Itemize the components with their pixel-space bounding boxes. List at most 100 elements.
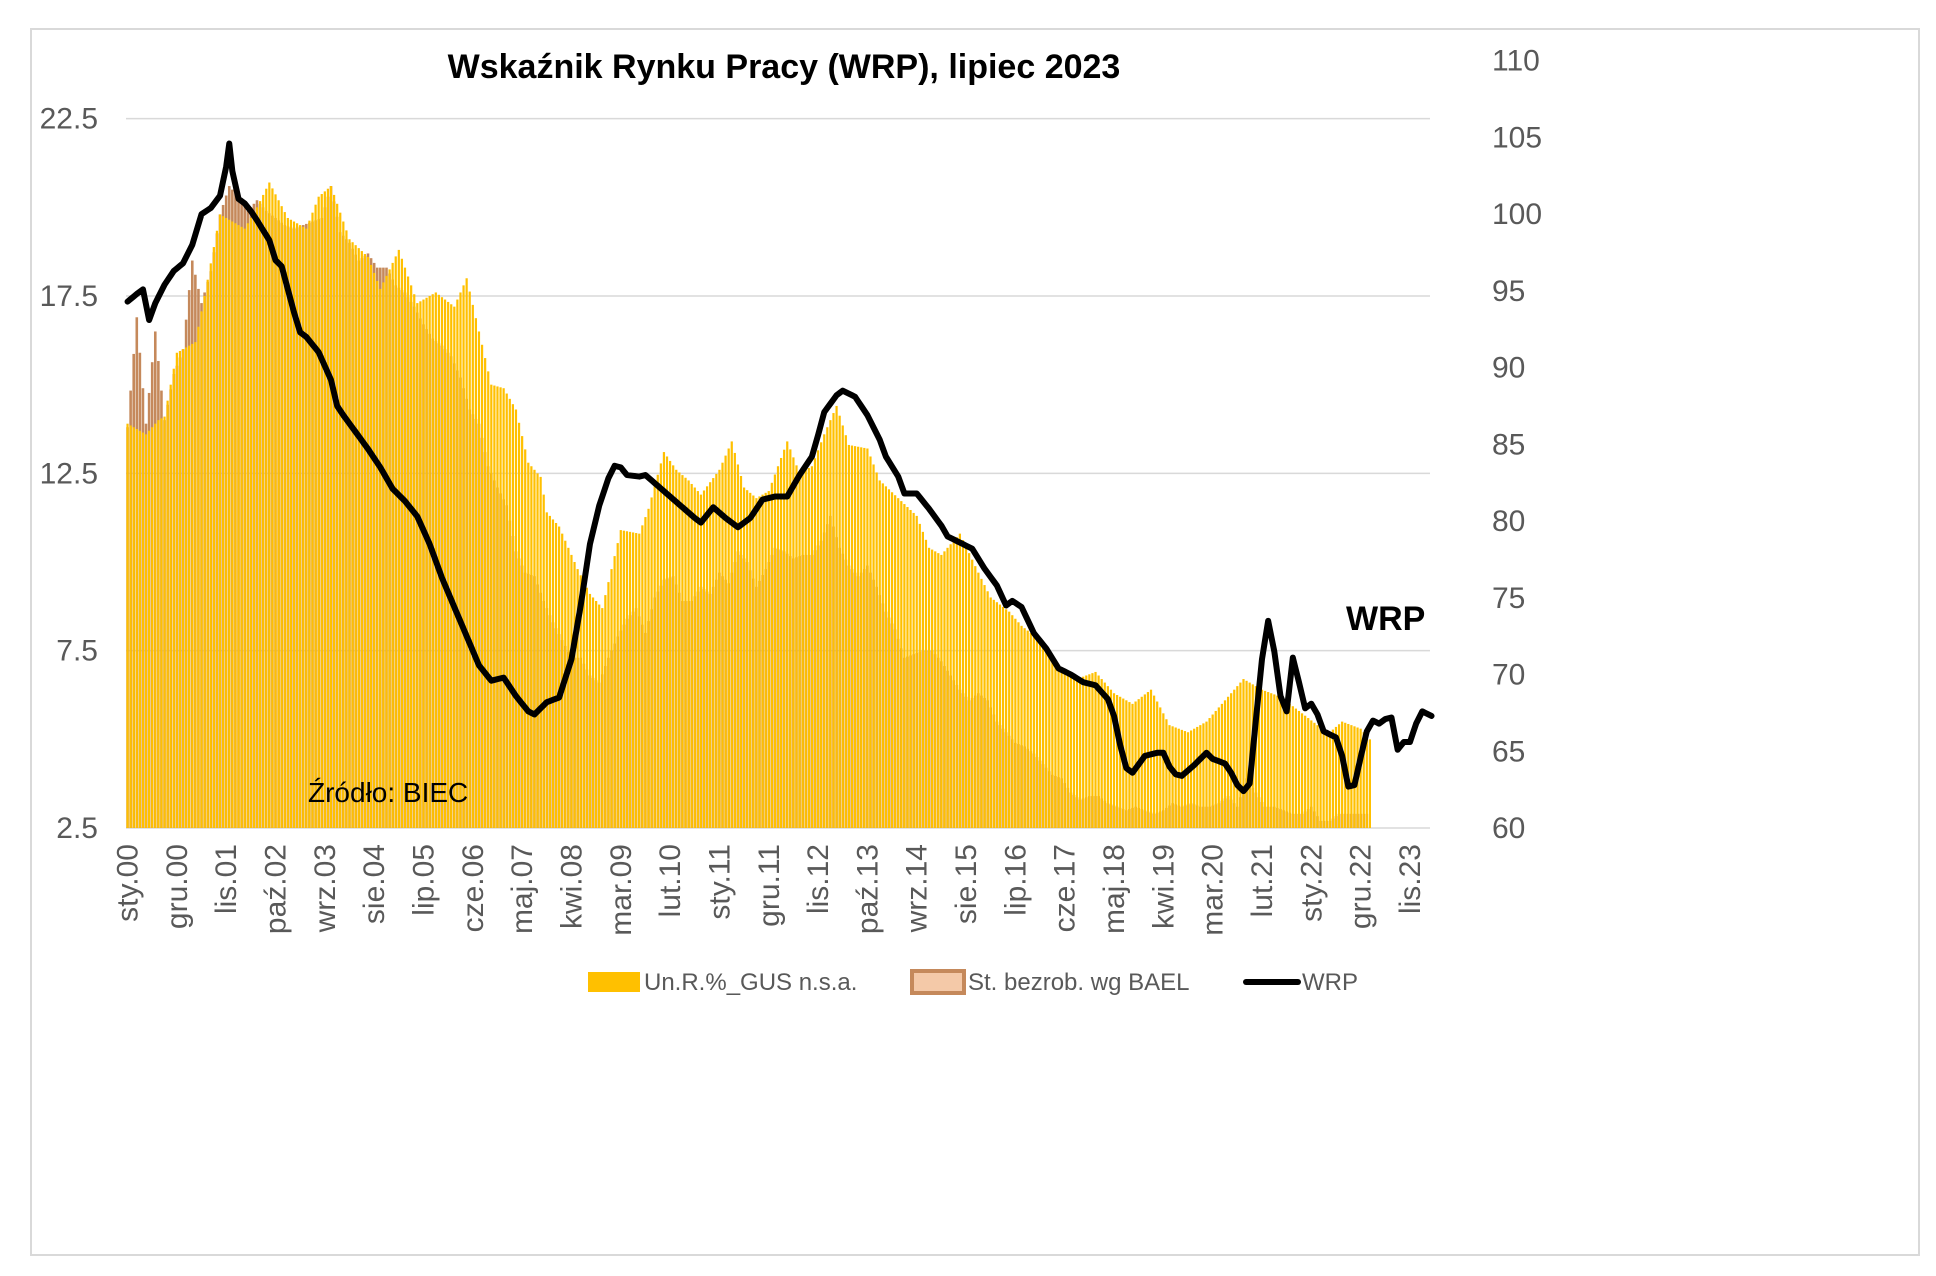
gus-bar (320, 194, 323, 829)
gus-bar (1112, 693, 1116, 828)
gus-bar (964, 546, 968, 828)
gus-bar (237, 225, 240, 829)
gus-bar (900, 501, 903, 828)
gus-bar (425, 297, 428, 829)
gus-bar (487, 371, 490, 828)
gus-bar (271, 188, 274, 828)
gus-bar (175, 352, 178, 828)
gus-bar (1001, 606, 1005, 828)
x-tick-label: lip.16 (999, 844, 1032, 916)
gus-bar (160, 418, 163, 828)
gus-bar (653, 486, 656, 828)
left-tick-label: 17.5 (40, 280, 98, 313)
gus-bar (1131, 703, 1134, 828)
gus-bar (733, 452, 736, 828)
gus-bar (218, 214, 222, 829)
right-tick-label: 85 (1492, 428, 1525, 461)
gus-bar (215, 230, 219, 828)
gus-bar (1069, 674, 1072, 828)
gus-bar (400, 258, 404, 828)
gus-bar (1038, 640, 1042, 828)
gus-bar (514, 409, 518, 828)
gus-bar (1267, 692, 1270, 828)
gus-bar (533, 469, 536, 828)
gus-bar (678, 472, 681, 828)
gus-bar (567, 547, 570, 828)
gus-bar (835, 405, 838, 828)
gus-bar (681, 475, 684, 828)
x-tick-label: mar.20 (1197, 844, 1230, 936)
legend-swatch-gus (588, 972, 640, 992)
gus-bar (638, 533, 641, 828)
gus-bar (1156, 701, 1159, 828)
gus-bar (934, 551, 937, 828)
gus-bar (1254, 686, 1257, 828)
gus-bar (607, 582, 610, 828)
gus-bar (1291, 706, 1294, 828)
x-tick-label: gru.11 (753, 844, 786, 927)
gus-bar (1008, 611, 1011, 828)
x-tick-label: kwi.19 (1147, 844, 1180, 929)
gus-bar (314, 204, 317, 828)
gus-bar (1032, 635, 1035, 828)
gus-bar (832, 413, 835, 828)
gus-bar (1193, 728, 1196, 828)
x-tick-label: kwi.08 (555, 844, 588, 929)
x-tick-label: sty.22 (1295, 844, 1328, 922)
gus-bar (1300, 713, 1304, 828)
gus-bar (505, 393, 508, 828)
gus-bar (1307, 718, 1310, 828)
gus-bar (853, 446, 857, 828)
legend-label-gus: Un.R.%_GUS n.s.a. (644, 969, 857, 996)
gus-bar (1276, 695, 1279, 828)
gus-bar (974, 566, 977, 828)
gus-bar (502, 388, 505, 828)
gus-bar (1334, 726, 1338, 828)
gus-bar (724, 455, 727, 828)
gus-bar (946, 547, 949, 828)
gus-bar (847, 444, 851, 828)
gus-bar (1180, 729, 1183, 828)
gus-bar (709, 482, 712, 828)
gus-bar (203, 296, 206, 828)
gus-bar (554, 522, 558, 828)
gus-bar (126, 423, 129, 828)
gus-bar (493, 385, 496, 828)
gus-bar (468, 291, 471, 829)
gus-bar (792, 457, 795, 828)
right-tick-label: 65 (1492, 735, 1525, 768)
gus-bar (582, 581, 585, 828)
gus-bar (897, 498, 900, 828)
gus-bars (126, 182, 1371, 829)
gus-bar (200, 311, 203, 828)
gus-bar (1220, 703, 1224, 828)
gus-bar (1189, 730, 1193, 828)
gus-bar (317, 196, 320, 828)
gus-bar (1162, 713, 1165, 828)
gus-bar (406, 276, 410, 828)
gus-bar (992, 599, 995, 828)
gus-bar (1316, 725, 1319, 828)
gus-bar (875, 472, 878, 828)
gus-bar (1051, 656, 1054, 828)
gus-bar (357, 248, 360, 828)
gus-bar (1263, 690, 1267, 828)
gus-bar (388, 269, 391, 828)
gus-bar (1020, 625, 1023, 828)
gus-bar (866, 448, 869, 828)
gus-bar (647, 508, 650, 828)
gus-bar (1109, 689, 1113, 828)
gus-bar (243, 228, 246, 828)
x-tick-label: sie.15 (950, 844, 983, 924)
gus-bar (376, 280, 379, 829)
gus-bar (530, 466, 533, 828)
gus-bar (545, 512, 548, 828)
gus-bar (477, 331, 481, 828)
x-tick-label: maj.18 (1098, 844, 1131, 934)
gus-bar (292, 221, 296, 828)
gus-bar (721, 462, 724, 828)
gus-bar (841, 425, 844, 828)
source-annotation: Źródło: BIEC (308, 777, 468, 808)
gus-bar (795, 465, 798, 828)
gus-bar (527, 462, 530, 828)
